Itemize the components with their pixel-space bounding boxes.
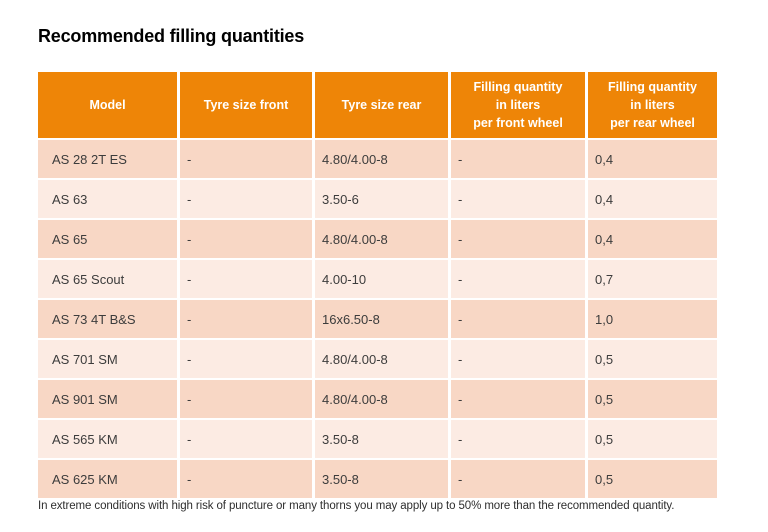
table-cell: - — [448, 460, 585, 498]
table-cell: 4.80/4.00-8 — [312, 220, 448, 258]
table-cell: AS 63 — [38, 180, 177, 218]
table-cell: 4.00-10 — [312, 260, 448, 298]
table-header-row: Model Tyre size front Tyre size rear Fillin… — [38, 72, 717, 138]
table-cell: 0,4 — [585, 140, 717, 178]
table-row: AS 625 KM -3.50-8-0,5 — [38, 458, 717, 498]
filling-quantities-table: Model Tyre size front Tyre size rear Fillin… — [38, 72, 717, 498]
table-cell: AS 701 SM — [38, 340, 177, 378]
table-cell: 0,4 — [585, 180, 717, 218]
table-cell: AS 65 Scout — [38, 260, 177, 298]
table-cell: - — [177, 380, 312, 418]
column-header: Filling quantity in liters per rear whee… — [585, 72, 717, 138]
table-cell: AS 65 — [38, 220, 177, 258]
table-cell: - — [177, 220, 312, 258]
table-cell: 4.80/4.00-8 — [312, 340, 448, 378]
table-cell: - — [448, 260, 585, 298]
footnote-text: In extreme conditions with high risk of … — [38, 500, 675, 512]
table-cell: AS 625 KM — [38, 460, 177, 498]
page-title: Recommended filling quantities — [38, 26, 305, 46]
table-row: AS 65 Scout -4.00-10-0,7 — [38, 258, 717, 298]
table-cell: - — [448, 180, 585, 218]
table-cell: - — [448, 380, 585, 418]
table-cell: 3.50-6 — [312, 180, 448, 218]
table-cell: - — [448, 220, 585, 258]
column-header: Filling quantity in liters per front whe… — [448, 72, 585, 138]
table-cell: 0,4 — [585, 220, 717, 258]
table-row: AS 901 SM -4.80/4.00-8-0,5 — [38, 378, 717, 418]
table-cell: AS 901 SM — [38, 380, 177, 418]
table-cell: 0,5 — [585, 340, 717, 378]
table-cell: AS 73 4T B&S — [38, 300, 177, 338]
table-cell: 0,7 — [585, 260, 717, 298]
table-cell: 4.80/4.00-8 — [312, 380, 448, 418]
table-row: AS 65-4.80/4.00-8-0,4 — [38, 218, 717, 258]
table-cell: - — [448, 420, 585, 458]
table-cell: AS 565 KM — [38, 420, 177, 458]
table-row: AS 565 KM -3.50-8-0,5 — [38, 418, 717, 458]
table-cell: - — [177, 180, 312, 218]
table-cell: - — [177, 260, 312, 298]
table-cell: - — [177, 140, 312, 178]
column-header: Tyre size rear — [312, 72, 448, 138]
column-header: Tyre size front — [177, 72, 312, 138]
table-cell: - — [448, 300, 585, 338]
table-cell: AS 28 2T ES — [38, 140, 177, 178]
table-cell: 0,5 — [585, 420, 717, 458]
table-row: AS 28 2T ES -4.80/4.00-8-0,4 — [38, 138, 717, 178]
column-header: Model — [38, 72, 177, 138]
table-cell: 0,5 — [585, 460, 717, 498]
table-row: AS 73 4T B&S -16x6.50-8-1,0 — [38, 298, 717, 338]
table-cell: - — [177, 300, 312, 338]
table-cell: - — [448, 140, 585, 178]
table-cell: 4.80/4.00-8 — [312, 140, 448, 178]
table-cell: 0,5 — [585, 380, 717, 418]
table-cell: 3.50-8 — [312, 460, 448, 498]
table-cell: - — [177, 420, 312, 458]
table-cell: 16x6.50-8 — [312, 300, 448, 338]
table-row: AS 701 SM -4.80/4.00-8-0,5 — [38, 338, 717, 378]
table-cell: - — [177, 340, 312, 378]
table-cell: 3.50-8 — [312, 420, 448, 458]
table-cell: - — [448, 340, 585, 378]
table-row: AS 63-3.50-6-0,4 — [38, 178, 717, 218]
table-cell: 1,0 — [585, 300, 717, 338]
table-cell: - — [177, 460, 312, 498]
